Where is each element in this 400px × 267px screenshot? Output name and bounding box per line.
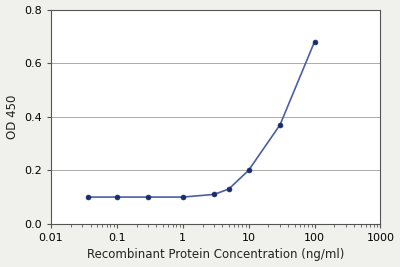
Y-axis label: OD 450: OD 450 (6, 95, 18, 139)
X-axis label: Recombinant Protein Concentration (ng/ml): Recombinant Protein Concentration (ng/ml… (87, 249, 344, 261)
